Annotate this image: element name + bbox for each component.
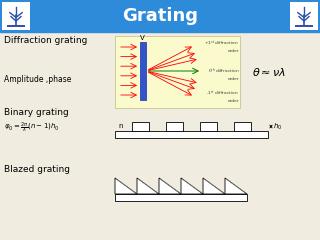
Text: $h_0$: $h_0$ [273, 121, 282, 132]
Bar [2, 2, 30, 30]
Polygon shape [137, 178, 159, 194]
Bar [290, 2, 318, 30]
Text: V: V [140, 35, 144, 41]
Bar [115, 194, 247, 201]
Polygon shape [159, 178, 181, 194]
Bar [132, 122, 149, 131]
Text: +1$^{st}$ diffraction
order: +1$^{st}$ diffraction order [204, 40, 239, 53]
Bar [140, 42, 146, 100]
Text: 1: 1 [142, 124, 147, 130]
Text: n: n [118, 124, 123, 130]
Bar [0, 0, 320, 32]
Polygon shape [181, 178, 203, 194]
Bar [115, 131, 268, 138]
Text: Diffraction grating: Diffraction grating [4, 36, 87, 45]
Bar [115, 36, 240, 108]
Text: Blazed grating: Blazed grating [4, 165, 70, 174]
Text: $\theta \approx \nu\lambda$: $\theta \approx \nu\lambda$ [252, 66, 286, 78]
Polygon shape [203, 178, 225, 194]
Bar [166, 122, 183, 131]
Bar [200, 122, 217, 131]
Polygon shape [115, 178, 137, 194]
Bar [234, 122, 251, 131]
Text: $\varphi_0 = \frac{2\pi}{\lambda}(n-1)h_0$: $\varphi_0 = \frac{2\pi}{\lambda}(n-1)h_… [4, 121, 60, 135]
Text: -1$^{st}$ diffraction
order: -1$^{st}$ diffraction order [206, 90, 239, 103]
Polygon shape [225, 178, 247, 194]
Text: Grating: Grating [122, 7, 198, 25]
Text: Binary grating: Binary grating [4, 108, 69, 117]
Text: Amplitude ,phase: Amplitude ,phase [4, 75, 71, 84]
Text: 0$^{th}$ diffraction
order: 0$^{th}$ diffraction order [208, 67, 239, 81]
